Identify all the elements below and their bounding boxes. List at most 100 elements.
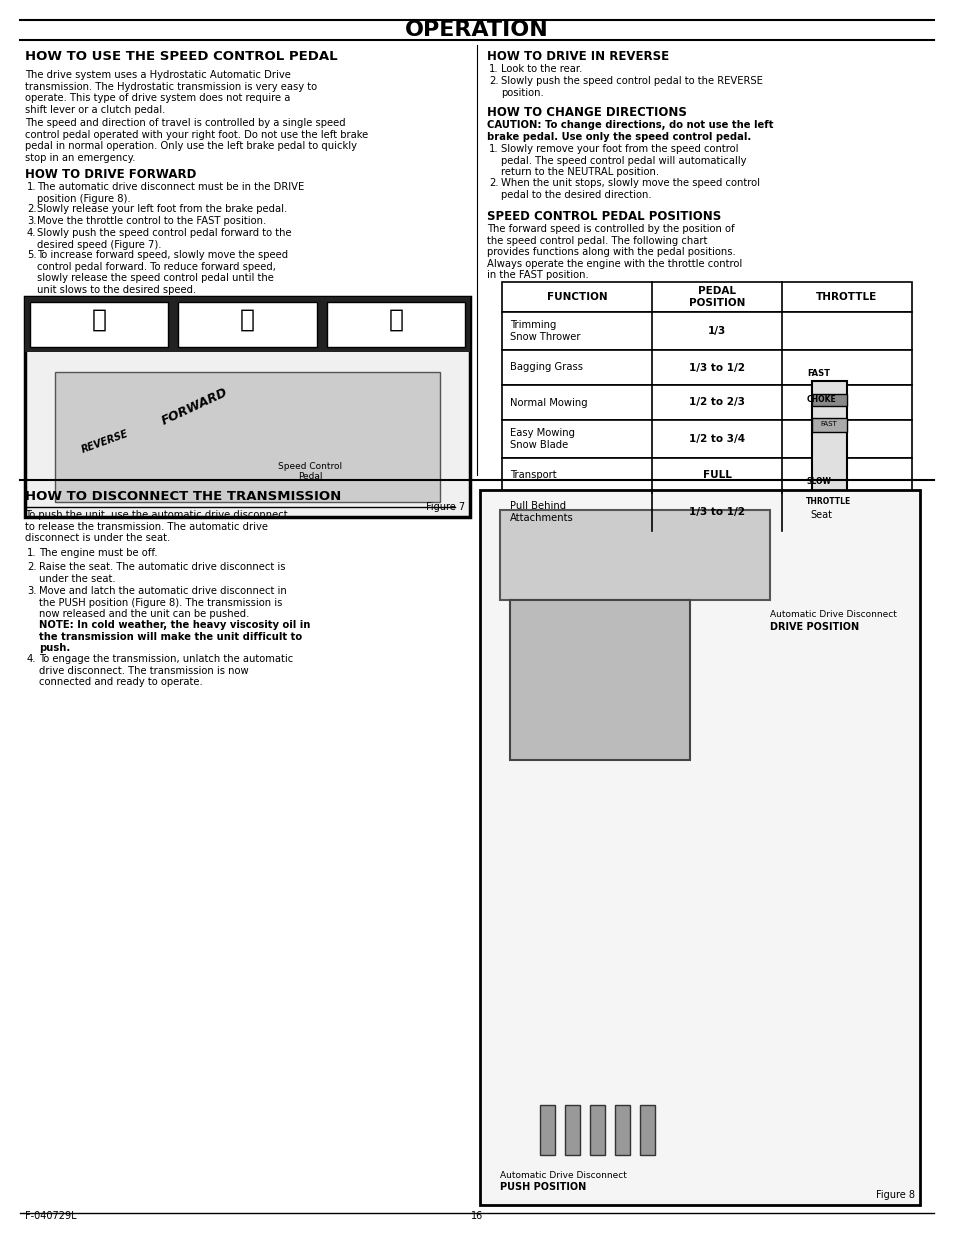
Text: HOW TO USE THE SPEED CONTROL PEDAL: HOW TO USE THE SPEED CONTROL PEDAL [25,49,337,63]
Text: The forward speed is controlled by the position of
the speed control pedal. The : The forward speed is controlled by the p… [486,224,741,280]
Text: 👟: 👟 [91,308,107,331]
Text: THROTTLE: THROTTLE [805,496,851,505]
Text: NOTE: In cold weather, the heavy viscosity oil in
the transmission will make the: NOTE: In cold weather, the heavy viscosi… [39,620,310,653]
Text: Slowly push the speed control pedal forward to the
desired speed (Figure 7).: Slowly push the speed control pedal forw… [37,228,292,249]
Text: Move the throttle control to the FAST position.: Move the throttle control to the FAST po… [37,216,266,226]
Text: 2.: 2. [27,204,36,214]
Text: The automatic drive disconnect must be in the DRIVE
position (Figure 8).: The automatic drive disconnect must be i… [37,182,304,204]
Text: Speed Control
Pedal: Speed Control Pedal [277,462,342,482]
Text: PUSH POSITION: PUSH POSITION [499,1182,586,1192]
Text: 1/3 to 1/2: 1/3 to 1/2 [688,508,744,517]
Text: CAUTION: To change directions, do not use the left
brake pedal. Use only the spe: CAUTION: To change directions, do not us… [486,120,773,142]
Text: FORWARD: FORWARD [372,335,419,345]
Text: Slowly push the speed control pedal to the REVERSE
position.: Slowly push the speed control pedal to t… [500,77,762,98]
Text: 4.: 4. [27,655,36,664]
Bar [25,296,470,517]
Text: Easy Mowing
Snow Blade: Easy Mowing Snow Blade [510,429,575,450]
Text: 2.: 2. [27,562,36,572]
Text: F-040729L: F-040729L [25,1212,76,1221]
Text: 1.: 1. [27,548,36,558]
Text: 3.: 3. [27,585,36,597]
Text: FORWARD: FORWARD [160,387,230,429]
Bar [501,312,911,350]
Bar [639,1105,655,1155]
Bar [501,385,911,420]
Text: Figure 8: Figure 8 [875,1191,914,1200]
Text: The drive system uses a Hydrostatic Automatic Drive
transmission. The Hydrostati: The drive system uses a Hydrostatic Auto… [25,70,316,115]
Bar [501,350,911,385]
Text: When the unit stops, slowly move the speed control
pedal to the desired directio: When the unit stops, slowly move the spe… [500,178,760,200]
Text: Raise the seat. The automatic drive disconnect is
under the seat.: Raise the seat. The automatic drive disc… [39,562,285,584]
Text: Transport: Transport [510,471,556,480]
Bar [55,372,439,501]
Text: Seat: Seat [809,510,831,520]
Text: 1.: 1. [27,182,36,191]
Text: Trimming
Snow Thrower: Trimming Snow Thrower [510,320,579,342]
Text: 2.: 2. [489,77,498,86]
Text: To engage the transmission, unlatch the automatic
drive disconnect. The transmis: To engage the transmission, unlatch the … [39,655,293,687]
Text: Figure 7: Figure 7 [425,501,464,513]
Bar [615,1105,629,1155]
Text: 2.: 2. [489,178,498,188]
Text: Automatic Drive Disconnect: Automatic Drive Disconnect [769,610,896,619]
Text: FAST: FAST [820,421,837,427]
Text: Bagging Grass: Bagging Grass [510,363,582,373]
Bar [178,303,316,347]
Bar [564,1105,579,1155]
Bar [501,420,911,458]
Text: Pull Behind
Attachments: Pull Behind Attachments [510,501,573,522]
Text: NEUTRAL: NEUTRAL [226,335,269,345]
Text: HOW TO CHANGE DIRECTIONS: HOW TO CHANGE DIRECTIONS [486,106,686,119]
Text: Move and latch the automatic drive disconnect in
the PUSH position (Figure 8). T: Move and latch the automatic drive disco… [39,585,287,619]
Text: Look to the rear.: Look to the rear. [500,64,581,74]
Text: 4.: 4. [27,228,36,238]
Text: Normal Mowing: Normal Mowing [510,398,587,408]
Bar [501,458,911,493]
Text: Automatic Drive Disconnect: Automatic Drive Disconnect [499,1171,626,1179]
Text: HOW TO DRIVE FORWARD: HOW TO DRIVE FORWARD [25,168,196,182]
Text: REVERSE: REVERSE [78,335,120,345]
Text: FAST: FAST [806,369,829,378]
Text: 16: 16 [471,1212,482,1221]
Text: 1/3 to 1/2: 1/3 to 1/2 [688,363,744,373]
Text: Slowly remove your foot from the speed control
pedal. The speed control pedal wi: Slowly remove your foot from the speed c… [500,144,745,177]
Bar [501,493,911,531]
Text: 1/3: 1/3 [707,326,725,336]
Text: 5.: 5. [27,249,36,261]
Text: The speed and direction of travel is controlled by a single speed
control pedal : The speed and direction of travel is con… [25,119,368,163]
Bar [499,510,769,600]
Text: DRIVE POSITION: DRIVE POSITION [769,622,859,632]
Text: FUNCTION: FUNCTION [546,291,607,303]
Text: The engine must be off.: The engine must be off. [39,548,157,558]
Text: 1/2 to 3/4: 1/2 to 3/4 [688,433,744,445]
Text: SLOW: SLOW [806,477,831,485]
Text: 👟: 👟 [388,308,403,331]
Text: 1.: 1. [489,64,498,74]
Bar [510,600,689,760]
Text: CHOKE: CHOKE [806,394,836,404]
Text: HOW TO DISCONNECT THE TRANSMISSION: HOW TO DISCONNECT THE TRANSMISSION [25,490,341,503]
Bar [811,394,846,406]
Bar [811,417,846,432]
Text: To increase forward speed, slowly move the speed
control pedal forward. To reduc: To increase forward speed, slowly move t… [37,249,288,295]
Bar [25,296,470,352]
Bar [589,1105,604,1155]
Text: 3.: 3. [27,216,36,226]
Text: 1/2 to 2/3: 1/2 to 2/3 [688,398,744,408]
Text: SPEED CONTROL PEDAL POSITIONS: SPEED CONTROL PEDAL POSITIONS [486,210,720,224]
Bar [539,1105,555,1155]
Text: Slowly release your left foot from the brake pedal.: Slowly release your left foot from the b… [37,204,287,214]
Text: To push the unit, use the automatic drive disconnect
to release the transmission: To push the unit, use the automatic driv… [25,510,287,543]
Text: FULL: FULL [701,471,731,480]
Text: PEDAL
POSITION: PEDAL POSITION [688,287,744,308]
Text: REVERSE: REVERSE [80,429,130,456]
Bar [30,303,168,347]
Bar [811,382,846,511]
Text: OPERATION: OPERATION [405,20,548,40]
Bar [501,282,911,312]
Bar [479,490,919,1205]
Text: THROTTLE: THROTTLE [816,291,877,303]
Text: 👟: 👟 [240,308,254,331]
Text: HOW TO DRIVE IN REVERSE: HOW TO DRIVE IN REVERSE [486,49,668,63]
Text: 1.: 1. [489,144,498,154]
